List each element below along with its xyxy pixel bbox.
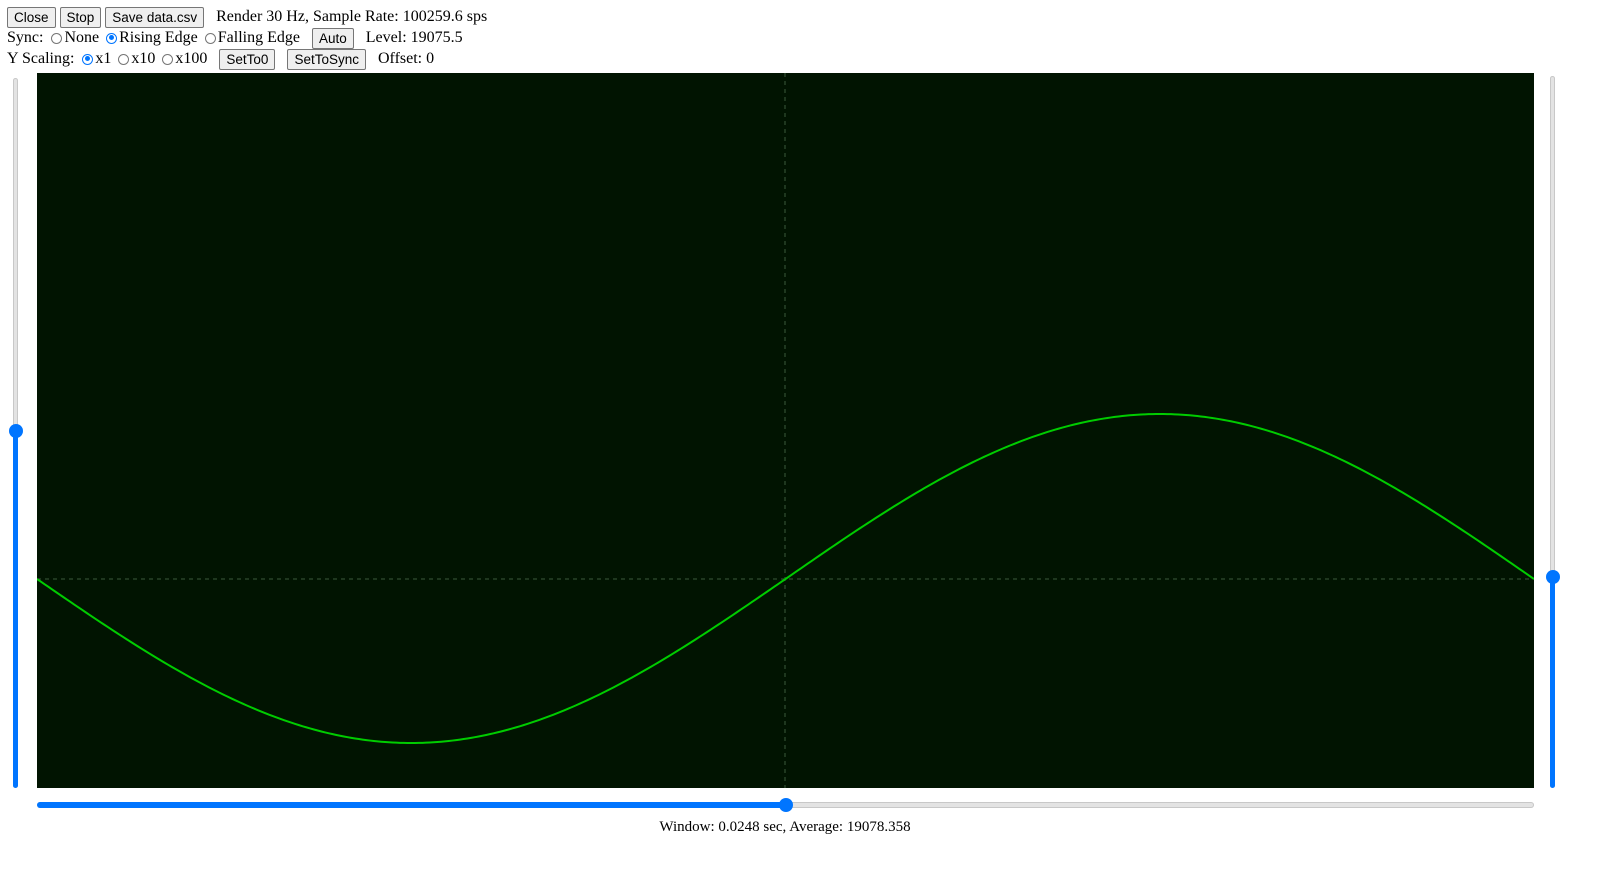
save-csv-button[interactable]: Save data.csv [105, 6, 205, 28]
render-info: Render 30 Hz, Sample Rate: 100259.6 sps [216, 8, 488, 25]
sync-falling-radio[interactable] [204, 32, 216, 44]
yscale-x10-radio[interactable] [118, 53, 130, 65]
yscale-x10-label[interactable]: x10 [131, 50, 156, 67]
window-status: Window: 0.0248 sec, Average: 19078.358 [659, 819, 911, 835]
set-to-zero-button[interactable]: SetTo0 [219, 48, 276, 70]
yscale-x100-label[interactable]: x100 [175, 50, 208, 67]
yscale-row: Y Scaling: x1 x10 x100 SetTo0 SetToSync … [7, 48, 435, 70]
sync-rising-label[interactable]: Rising Edge [119, 29, 198, 46]
yscale-x1-radio[interactable] [82, 53, 94, 65]
auto-button[interactable]: Auto [312, 27, 354, 49]
yscale-x1-label[interactable]: x1 [95, 50, 112, 67]
close-button[interactable]: Close [7, 6, 56, 28]
yscale-label: Y Scaling: [7, 50, 75, 67]
level-slider-fill [13, 431, 18, 788]
sync-falling-label[interactable]: Falling Edge [217, 29, 300, 46]
position-slider-thumb[interactable] [779, 798, 793, 812]
oscilloscope-display [37, 73, 1534, 788]
sync-none-radio[interactable] [51, 32, 63, 44]
position-slider-fill [37, 802, 786, 808]
level-value: Level: 19075.5 [365, 29, 463, 46]
offset-value: Offset: 0 [377, 50, 435, 67]
sync-row: Sync: None Rising Edge Falling Edge Auto… [7, 27, 463, 49]
yscale-x100-radio[interactable] [162, 53, 174, 65]
sync-rising-radio[interactable] [106, 32, 118, 44]
offset-slider-thumb[interactable] [1546, 570, 1560, 584]
offset-slider-track[interactable] [1550, 76, 1555, 788]
toolbar-row: Close Stop Save data.csv Render 30 Hz, S… [7, 6, 488, 28]
sync-none-label[interactable]: None [64, 29, 100, 46]
stop-button[interactable]: Stop [59, 6, 102, 28]
set-to-sync-button[interactable]: SetToSync [287, 48, 366, 70]
offset-slider-fill [1550, 577, 1555, 788]
sync-label: Sync: [7, 29, 44, 46]
level-slider-thumb[interactable] [9, 424, 23, 438]
signal-trace [37, 412, 1534, 745]
